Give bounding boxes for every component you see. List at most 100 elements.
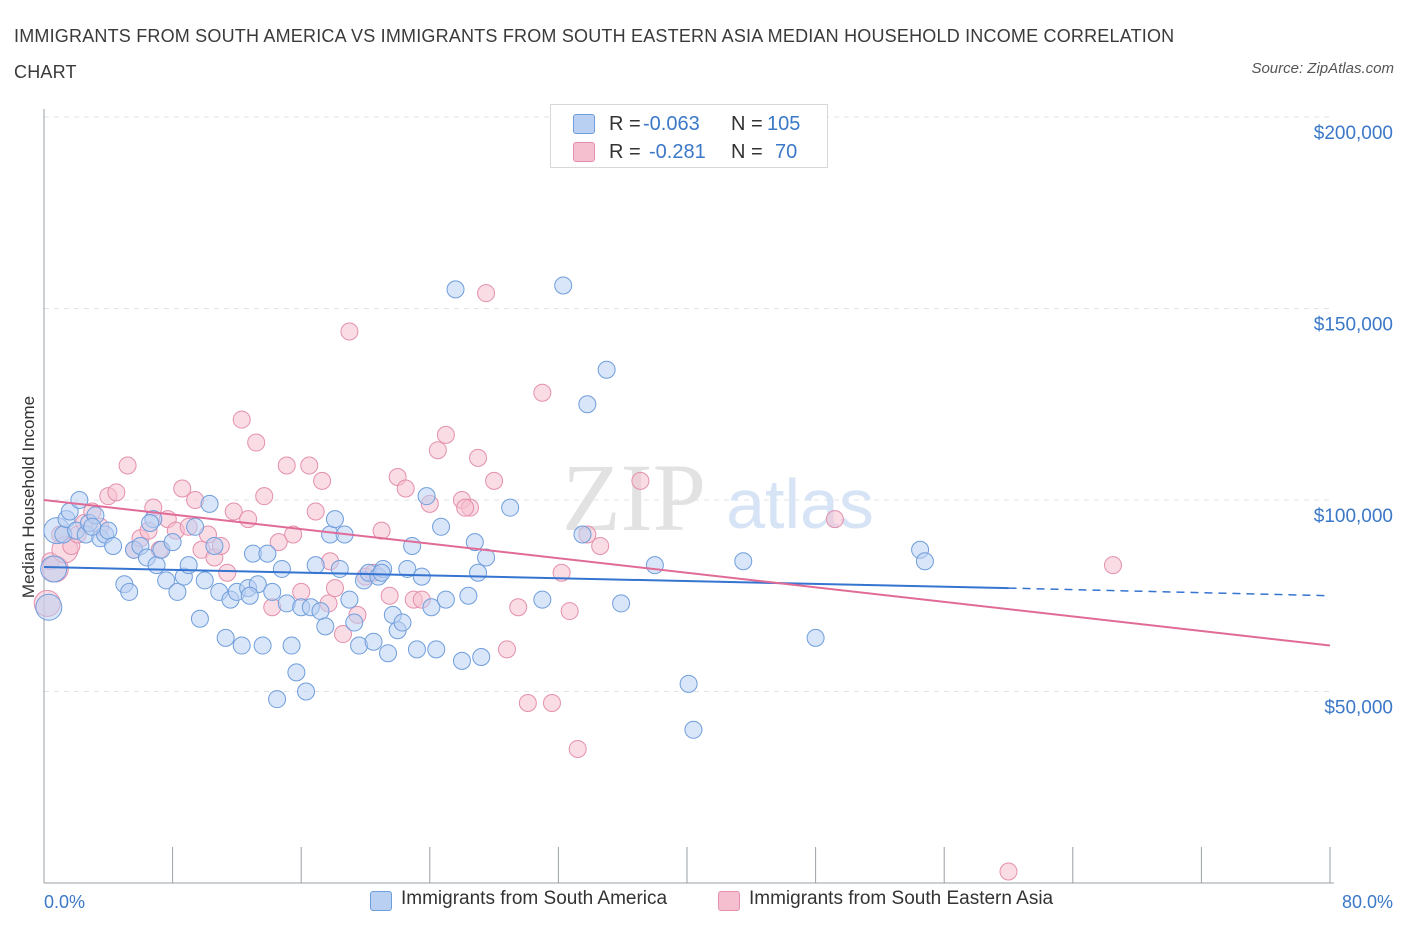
data-point [141,513,160,532]
data-point [456,498,475,517]
data-point [284,525,303,544]
data-point [509,598,528,617]
n-label: N = [731,113,763,135]
y-tick-label: $50,000 [1324,698,1393,719]
trend-line-south-eastern-asia [43,499,1331,647]
y-tick-label: $200,000 [1314,123,1393,144]
data-point [163,533,182,552]
data-point [612,594,631,613]
r-value: -0.063 [643,113,700,135]
n-value: 70 [775,141,798,163]
data-point [147,556,166,575]
data-point [999,862,1018,881]
data-point [247,433,266,452]
data-point [292,582,311,601]
watermark: ZIP atlas [562,444,874,551]
data-point [325,579,344,598]
data-point [316,617,335,636]
data-point [364,632,383,651]
data-point [99,521,118,540]
y-axis-label: Median Household Income [19,396,38,598]
swatch-blue [573,114,595,134]
data-point [195,571,214,590]
data-point [578,395,597,414]
legend-swatch-pink [718,891,740,911]
watermark-atlas: atlas [726,465,874,543]
data-point [104,536,123,555]
n-label: N = [731,141,763,163]
data-point [436,425,455,444]
data-point [282,636,301,655]
data-point [573,525,592,544]
data-point [396,479,415,498]
legend-label: Immigrants from South Eastern Asia [749,888,1054,909]
data-point [224,502,243,521]
data-point [432,517,451,536]
data-point [591,536,610,555]
data-point [407,640,426,659]
data-point [190,609,209,628]
data-point [533,590,552,609]
legend-label: Immigrants from South America [401,888,668,909]
n-value: 105 [767,113,801,135]
correlation-legend: R = -0.063 N = 105 R = -0.281 N = 70 [550,104,828,168]
data-point [311,602,330,621]
y-tick-label: $100,000 [1314,506,1393,527]
chart-title: IMMIGRANTS FROM SOUTH AMERICA VS IMMIGRA… [14,26,1175,82]
data-point [340,322,359,341]
data-point [469,448,488,467]
data-point [436,590,455,609]
data-point [472,648,491,667]
data-point [345,613,364,632]
data-point [218,563,237,582]
data-point [485,471,504,490]
data-point [325,510,344,529]
data-point [70,491,89,509]
r-label: R = [609,141,641,163]
data-point [501,498,520,517]
data-point [459,586,478,605]
data-point [168,582,187,601]
data-point [372,563,391,582]
x-tick-label-min: 0.0% [44,892,85,912]
data-point [452,651,471,670]
data-point [398,559,417,578]
data-point [40,555,68,583]
data-point [118,456,137,475]
data-point [734,552,753,571]
data-point [422,598,441,617]
data-point [83,517,102,536]
data-point [427,640,446,659]
data-point [306,556,325,575]
data-point [806,628,825,647]
data-point [277,456,296,475]
data-point [568,739,587,758]
data-point [216,628,235,647]
data-point [533,383,552,402]
data-point [412,567,431,586]
data-point [200,494,219,513]
trend-line-south-america [43,566,1009,590]
axes [43,109,1334,884]
data-point [560,602,579,621]
y-tick-labels: $50,000 $100,000 $150,000 $200,000 [1314,123,1393,719]
data-point [232,636,251,655]
data-point [477,548,496,567]
data-point [825,510,844,529]
data-point [597,360,616,379]
data-point [240,586,259,605]
data-point [232,410,251,429]
data-point [552,563,571,582]
data-point [255,487,274,506]
data-point [393,613,412,632]
trend-lines [43,499,1331,647]
data-point [469,563,488,582]
data-point [518,693,537,712]
data-point [258,544,277,563]
data-point [417,487,436,506]
x-tick-label-max: 80.0% [1342,892,1393,912]
data-point [542,693,561,712]
source-note: Source: ZipAtlas.com [1251,60,1394,77]
data-point [205,536,224,555]
